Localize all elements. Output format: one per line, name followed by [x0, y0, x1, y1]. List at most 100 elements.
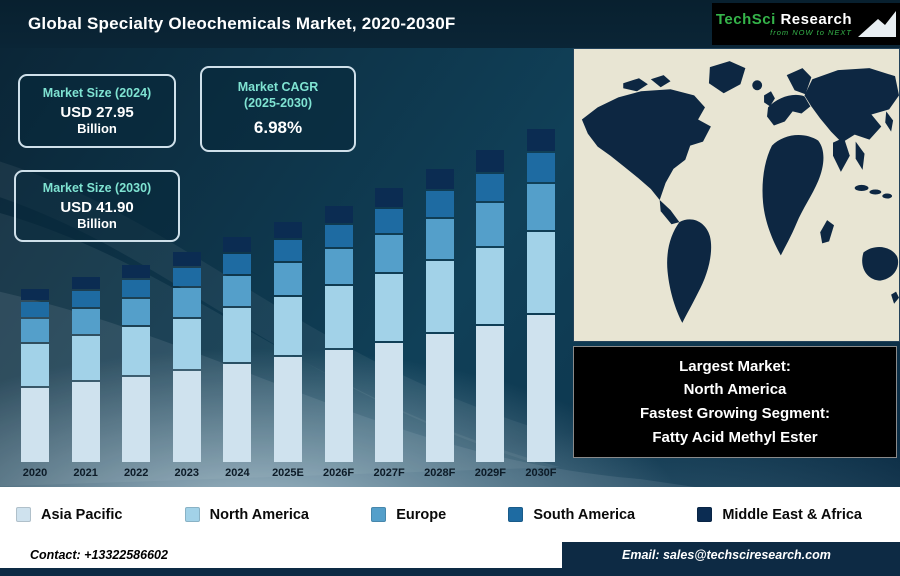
bar-segment-south-america: [223, 254, 252, 274]
bar-segment-europe: [71, 309, 100, 334]
bar-column: [21, 288, 49, 462]
bar-column: [273, 222, 302, 462]
x-axis-label: 2029F: [474, 467, 506, 479]
bar-column: [375, 188, 404, 462]
bar-column: [476, 150, 505, 462]
x-axis-label: 2028F: [424, 467, 456, 479]
logo-tagline: from NOW to NEXT: [770, 28, 852, 37]
bar-segment-north-america: [425, 260, 454, 332]
bar-column: [425, 169, 454, 462]
bar-2023: 2023: [164, 251, 210, 483]
bar-segment-asia-pacific: [122, 376, 151, 462]
bar-column: [223, 237, 252, 462]
bar-segment-europe: [122, 299, 151, 326]
bar-segment-north-america: [375, 273, 404, 341]
logo-text: TechSci Research from NOW to NEXT: [716, 11, 852, 37]
arrow-up-right-icon: [858, 11, 896, 37]
main-content: Market Size (2024) USD 27.95 Billion Mar…: [0, 48, 900, 487]
market-cagr-title: Market CAGR: [237, 80, 319, 95]
logo-name: TechSci Research: [716, 11, 852, 28]
bar-segment-europe: [223, 275, 252, 307]
legend-swatch: [697, 507, 713, 522]
largest-market-value: North America: [683, 381, 787, 399]
bar-segment-south-america: [375, 208, 404, 233]
legend-item-asia-pacific: Asia Pacific: [16, 507, 122, 523]
bar-segment-south-america: [172, 268, 201, 287]
market-size-2030-box: Market Size (2030) USD 41.90 Billion: [14, 170, 180, 242]
fastest-segment-label: Fastest Growing Segment:: [639, 405, 831, 422]
bar-segment-middle-east-africa: [122, 264, 151, 278]
bottom-accent-bar: [0, 568, 900, 576]
bar-segment-europe: [526, 184, 555, 231]
bar-segment-middle-east-africa: [375, 188, 404, 207]
bar-segment-north-america: [223, 308, 252, 363]
bar-segment-middle-east-africa: [425, 169, 454, 190]
x-axis-label: 2027F: [373, 467, 405, 479]
bar-segment-south-america: [324, 224, 353, 248]
bar-segment-south-america: [425, 191, 454, 218]
legend-item-middle-east-africa: Middle East & Africa: [697, 507, 862, 523]
bar-segment-asia-pacific: [324, 350, 353, 462]
chart-legend: Asia Pacific North America Europe South Ame…: [0, 487, 900, 542]
bar-segment-north-america: [122, 327, 151, 375]
legend-label: Middle East & Africa: [722, 506, 862, 523]
bar-column: [71, 277, 100, 462]
bar-2027F: 2027F: [366, 188, 412, 483]
stacked-bar-chart: 2020 2021 2022 2023 2024 2025E 2026F 2027F 2028F…: [12, 63, 564, 483]
bar-segment-europe: [273, 262, 302, 296]
bar-segment-asia-pacific: [21, 387, 49, 462]
bar-segment-asia-pacific: [476, 325, 505, 462]
x-axis-label: 2025E: [272, 467, 304, 479]
market-size-2024-value: USD 27.95: [60, 104, 134, 122]
bar-2020: 2020: [12, 288, 58, 483]
bar-column: [122, 264, 151, 462]
legend-item-south-america: South America: [508, 507, 635, 523]
bar-segment-middle-east-africa: [273, 222, 302, 238]
world-map-graphic: [574, 49, 899, 341]
market-size-2030-unit: Billion: [77, 216, 117, 232]
bar-2029F: 2029F: [467, 150, 513, 483]
bar-segment-south-america: [526, 152, 555, 183]
bar-segment-middle-east-africa: [476, 150, 505, 172]
legend-swatch: [16, 507, 31, 522]
bar-segment-north-america: [324, 286, 353, 349]
bar-segment-europe: [172, 288, 201, 317]
bar-segment-middle-east-africa: [172, 251, 201, 267]
market-cagr-subtitle: (2025-2030): [243, 96, 313, 110]
bar-segment-south-america: [21, 302, 49, 318]
bar-segment-asia-pacific: [223, 364, 252, 462]
legend-label: North America: [209, 506, 309, 523]
largest-market-label: Largest Market:: [679, 357, 791, 375]
market-highlights-box: Largest Market: North America Fastest Gr…: [573, 346, 897, 458]
bar-segment-middle-east-africa: [223, 237, 252, 253]
bar-segment-europe: [324, 249, 353, 285]
logo-name-secondary: Research: [780, 11, 852, 28]
market-size-2030-value: USD 41.90: [60, 199, 134, 217]
fastest-segment-value: Fatty Acid Methyl Ester: [652, 428, 818, 446]
x-axis-label: 2022: [123, 467, 149, 479]
market-size-2024-unit: Billion: [77, 121, 117, 137]
x-axis-label: 2024: [225, 467, 250, 479]
bar-segment-europe: [476, 202, 505, 246]
market-cagr-value: 6.98%: [253, 117, 303, 137]
legend-swatch: [371, 507, 387, 522]
bar-segment-north-america: [273, 297, 302, 356]
legend-item-north-america: North America: [184, 506, 309, 523]
bar-segment-asia-pacific: [425, 334, 454, 462]
legend-label: Asia Pacific: [41, 506, 123, 523]
page-title: Global Specialty Oleochemicals Market, 2…: [28, 14, 456, 33]
bar-segment-asia-pacific: [375, 342, 404, 462]
legend-swatch: [184, 507, 200, 522]
legend-label: South America: [533, 506, 636, 523]
x-axis-label: 2026F: [322, 467, 355, 479]
market-size-2024-box: Market Size (2024) USD 27.95 Billion: [18, 74, 176, 148]
bar-segment-north-america: [172, 318, 201, 370]
bar-2028F: 2028F: [417, 169, 463, 483]
legend-swatch: [508, 507, 524, 522]
bar-segment-europe: [425, 219, 454, 259]
market-size-2024-title: Market Size (2024): [42, 85, 152, 100]
logo-name-primary: TechSci: [715, 11, 776, 28]
bar-segment-north-america: [476, 247, 505, 324]
bar-column: [526, 129, 555, 462]
